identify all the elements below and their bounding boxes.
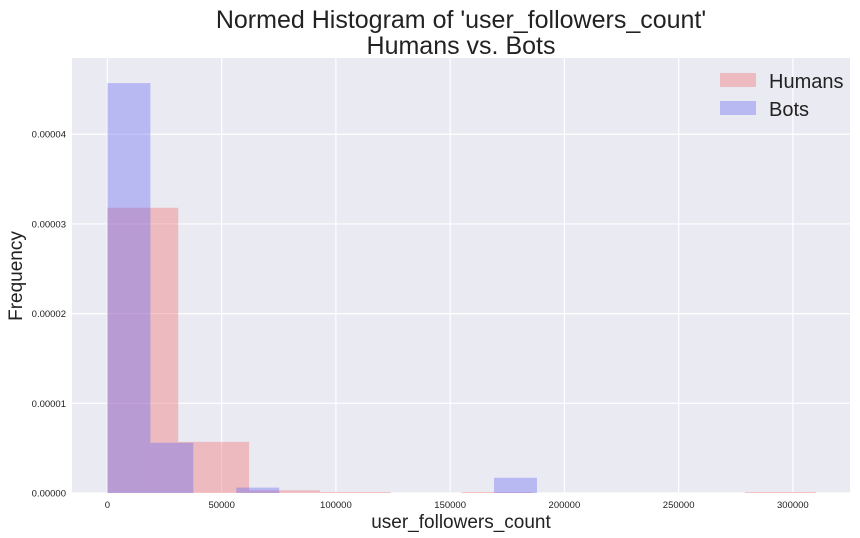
x-axis-label: user_followers_count [371,512,551,533]
x-tick-label: 150000 [434,500,466,511]
series-humans [107,207,816,493]
histogram-bar-humans [461,492,533,493]
chart-title: Normed Histogram of 'user_followers_coun… [216,6,706,34]
x-tick-label: 0 [105,500,110,511]
x-tick-label: 100000 [320,500,352,511]
legend-swatch-humans [720,73,756,87]
x-tick-label: 250000 [663,500,695,511]
legend-label-humans: Humans [769,71,843,93]
y-axis-label: Frequency [6,231,27,321]
y-tick-label: 0.00000 [32,489,66,500]
histogram-bar-bots [494,477,537,493]
legend-label-bots: Bots [769,99,809,121]
x-tick-label: 200000 [549,500,581,511]
x-tick-label: 300000 [777,500,809,511]
histogram-bar-bots [107,83,151,493]
histogram-bar-humans [249,490,320,493]
y-axis-ticks: 0.00000 0.00001 0.00002 0.00003 0.00004 [32,130,66,500]
histogram-bars [107,83,816,493]
x-tick-label: 50000 [208,500,234,511]
y-tick-label: 0.00001 [32,399,66,410]
plot-background [72,58,850,493]
histogram-bar-humans [178,441,250,493]
y-tick-label: 0.00004 [32,130,66,141]
y-tick-label: 0.00003 [32,219,66,230]
histogram-bar-bots [150,442,194,493]
legend-swatch-bots [720,101,756,115]
series-bots [107,83,537,493]
grid [72,58,850,494]
y-tick-label: 0.00002 [32,309,66,320]
x-axis-ticks: 0 50000 100000 150000 200000 250000 300000 [105,500,809,511]
histogram-bar-humans [744,492,816,493]
legend: Humans Bots [720,71,843,121]
histogram-bar-humans [107,207,179,493]
chart-subtitle: Humans vs. Bots [367,32,556,60]
histogram-bar-humans [319,492,391,493]
histogram-bar-bots [236,487,280,493]
